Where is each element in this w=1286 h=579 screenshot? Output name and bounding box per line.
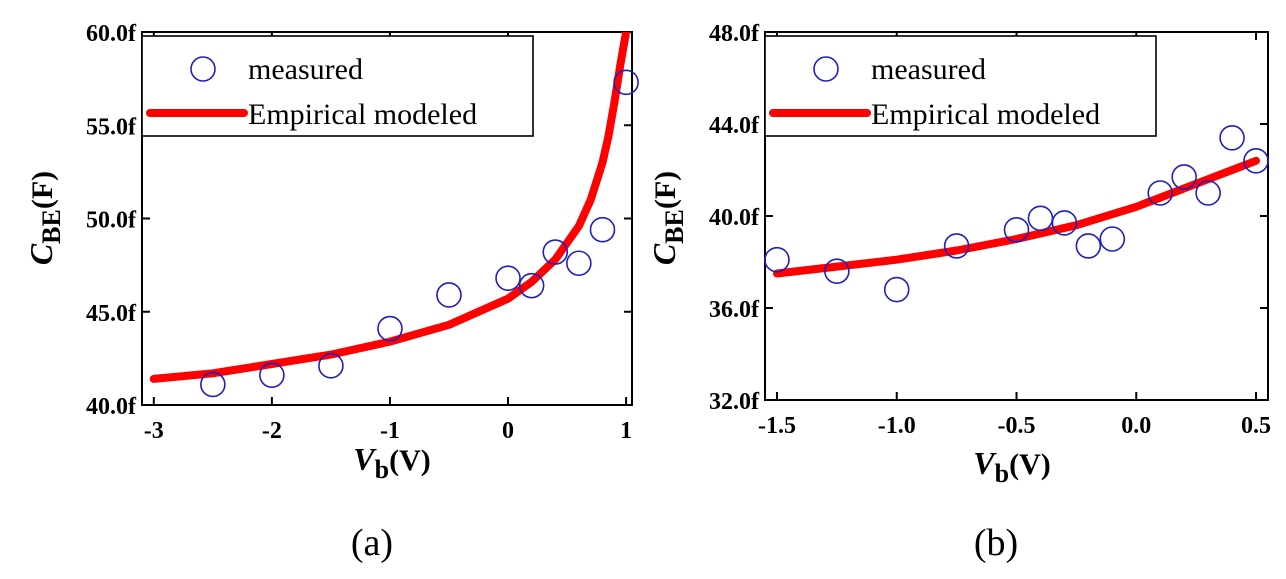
y-tick-label: 44.0f xyxy=(709,113,760,139)
legend-box xyxy=(141,35,534,137)
y-axis-title: CBE(F) xyxy=(646,171,689,265)
y-axis-symbol: C xyxy=(23,243,59,265)
legend-label-measured: measured xyxy=(248,53,363,86)
panel-label: (b) xyxy=(974,522,1018,564)
measured-point xyxy=(1243,148,1269,174)
measured-point xyxy=(377,315,403,342)
y-tick-label: 45.0f xyxy=(86,301,137,327)
measured-point xyxy=(495,265,521,291)
x-axis-symbol: V xyxy=(353,441,377,477)
y-axis-subscript: BE xyxy=(660,209,689,244)
measured-point xyxy=(318,353,344,379)
measured-point xyxy=(1195,180,1221,206)
measured-point xyxy=(1075,233,1102,259)
measured-point xyxy=(542,239,569,265)
y-axis-symbol: C xyxy=(646,243,682,265)
legend-box xyxy=(764,35,1157,137)
panel-label: (a) xyxy=(351,522,393,564)
x-axis-title: Vb(V) xyxy=(973,445,1050,488)
legend-label-measured: measured xyxy=(871,53,986,86)
plot-area xyxy=(773,156,1260,278)
x-tick-label: -1 xyxy=(380,418,400,444)
legend: measured Empirical modeled xyxy=(141,35,534,137)
measured-point xyxy=(1171,164,1197,190)
y-axis-title: CBE(F) xyxy=(23,171,66,265)
measured-point xyxy=(1147,180,1174,206)
legend-marker-icon xyxy=(190,56,216,82)
x-tick-label: 1 xyxy=(620,418,632,444)
y-tick-label: 40.0f xyxy=(86,394,137,420)
legend-marker-icon xyxy=(813,56,839,82)
y-tick-label: 32.0f xyxy=(709,389,760,415)
legend-label-model: Empirical modeled xyxy=(248,98,477,131)
y-tick-label: 50.0f xyxy=(86,208,137,234)
legend-label-model: Empirical modeled xyxy=(871,98,1100,131)
measured-point xyxy=(1051,210,1078,236)
measured-point xyxy=(589,216,616,243)
chart-panel-b: -1.5 -1.0 -0.5 0.0 0.5 32.0f 36.0f 40.0f 44.0f 48… xyxy=(646,21,1271,564)
chart-panel-a: -3 -2 -1 0 140.0f45.0f50.0f55.0f60.0fmeasure… xyxy=(23,21,639,564)
measured-point xyxy=(1027,205,1054,232)
measured-point xyxy=(1219,125,1245,151)
x-tick-label: -2 xyxy=(262,418,282,444)
x-axis-subscript: b xyxy=(995,459,1009,488)
x-axis-subscript: b xyxy=(375,455,389,484)
measured-point xyxy=(1003,217,1030,243)
measured-point xyxy=(259,362,285,388)
x-tick-label: -1.0 xyxy=(878,413,916,439)
measured-point xyxy=(518,272,545,299)
measured-point xyxy=(566,250,592,277)
x-tick-label: 0.0 xyxy=(1121,413,1151,439)
x-tick-label: 0 xyxy=(502,418,514,444)
y-tick-label: 48.0f xyxy=(709,21,760,47)
measured-point xyxy=(613,69,639,96)
measured-point xyxy=(764,246,790,273)
model-curve xyxy=(149,32,631,383)
plot-frame xyxy=(764,31,1269,401)
y-axis-unit: (F) xyxy=(26,171,59,209)
x-tick-label: -0.5 xyxy=(998,413,1036,439)
measured-point xyxy=(436,282,462,308)
plot-area xyxy=(149,32,631,383)
measured-point xyxy=(200,371,226,398)
x-axis-unit: (V) xyxy=(1009,448,1051,481)
model-curve xyxy=(773,156,1260,278)
measured-point xyxy=(883,276,910,303)
y-tick-label: 55.0f xyxy=(86,114,137,140)
y-tick-label: 60.0f xyxy=(86,21,137,47)
x-axis-title: Vb(V) xyxy=(353,441,430,484)
plot-frame xyxy=(141,31,633,406)
measured-point xyxy=(824,258,850,285)
y-tick-label: 36.0f xyxy=(709,297,760,323)
x-axis-symbol: V xyxy=(973,445,997,481)
x-tick-label: 0.5 xyxy=(1241,413,1271,439)
x-axis-unit: (V) xyxy=(389,444,431,477)
x-tick-label: -3 xyxy=(144,418,164,444)
x-tick-label: -1.5 xyxy=(758,413,796,439)
measured-point xyxy=(1099,226,1126,252)
measured-point xyxy=(943,233,970,259)
y-axis-unit: (F) xyxy=(649,171,682,209)
y-tick-label: 40.0f xyxy=(709,205,760,231)
y-axis-subscript: BE xyxy=(37,209,66,244)
legend: measured Empirical modeled xyxy=(764,35,1157,137)
